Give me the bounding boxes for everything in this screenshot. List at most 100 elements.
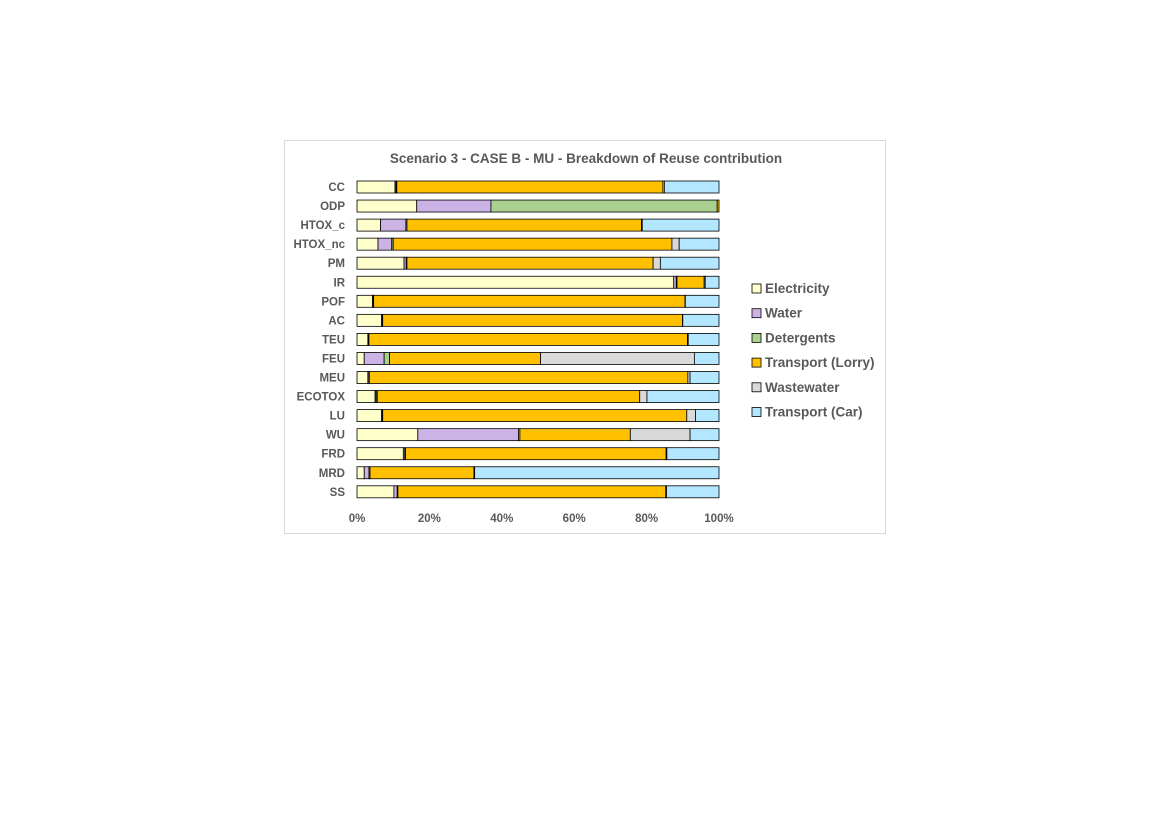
bar-segment-odp-3 [716,199,720,213]
category-label: PM [328,258,345,270]
bar-segment-mrd-1 [363,466,370,480]
category-label: MEU [319,373,345,385]
bar-segment-lu-5 [695,409,720,423]
bar-segment-teu-5 [687,332,720,346]
bar-segment-htox-nc-1 [377,237,393,251]
x-axis-ticks: 0% 20% 40% 60% 80% 100% [349,513,734,525]
bar-segment-ir-0 [356,275,675,289]
bar-segment-htox-c-3 [406,218,642,232]
bar-segment-htox-c-1 [380,218,407,232]
bar-segment-feu-5 [693,352,720,365]
bar-segment-htox-c-0 [356,218,381,232]
bar-segment-wu-5 [689,428,720,442]
x-tick-label: 20% [418,513,441,525]
bar-segment-feu-0 [356,352,365,365]
legend-swatch [751,382,762,393]
bar-segment-ecotox-5 [646,390,720,403]
category-label: MRD [319,468,345,480]
x-tick-label: 40% [490,513,513,525]
category-label: POF [321,296,345,308]
bar-segment-meu-5 [689,371,720,384]
category-label: LU [330,411,345,423]
bar-segment-frd-5 [666,447,720,461]
category-label: ODP [320,201,345,213]
category-labels: CC ODP HTOX_c HTOX_nc PM IR POF AC TEU FEU MEU ECOT… [293,182,345,499]
bar-segment-pof-3 [373,294,686,308]
bar-segment-wu-4 [629,428,691,442]
bar-segment-teu-3 [368,332,688,346]
bar-segment-cc-5 [663,180,720,194]
bar-segment-ir-3 [676,275,705,289]
legend-label: Transport (Car) [765,405,863,420]
x-tick-label: 0% [349,513,366,525]
category-label: WU [326,430,345,442]
legend-swatch [751,283,762,294]
bar-segment-frd-3 [405,447,667,461]
category-label: SS [330,487,346,499]
bar-segment-lu-0 [356,409,383,423]
bar-segment-htox-nc-5 [678,237,720,251]
bar-segment-ss-0 [356,485,395,499]
bar-segment-ecotox-3 [376,390,641,403]
category-label: FEU [322,353,345,365]
chart-title: Scenario 3 - CASE B - MU - Breakdown of … [389,151,783,166]
category-label: CC [328,182,345,194]
bar-segment-odp-0 [356,199,418,213]
bar-segment-pm-4 [652,256,661,270]
bar-segment-pof-5 [684,294,720,308]
bar-segment-frd-0 [356,447,404,461]
bar-segment-lu-4 [686,409,696,423]
bar-segment-wu-0 [356,428,419,442]
bar-segment-feu-3 [389,352,541,365]
bar-segment-teu-0 [356,332,369,346]
category-label: FRD [321,449,345,461]
legend-label: Transport (Lorry) [765,355,875,370]
bar-segment-mrd-3 [369,466,475,480]
category-label: IR [334,277,346,289]
bar-segment-pof-0 [356,294,373,308]
bar-segment-ac-5 [682,313,720,327]
bar-segment-cc-3 [396,180,664,194]
bar-segment-feu-2 [383,352,390,365]
bar-segment-odp-1 [416,199,492,213]
legend-label: Wastewater [765,380,840,395]
bar-segment-ss-5 [666,485,720,499]
bar-segment-cc-0 [356,180,396,194]
bar-segment-odp-2 [490,199,718,213]
bar-segment-htox-nc-4 [671,237,680,251]
bar-segment-wu-3 [519,428,631,442]
legend-swatch [751,332,762,343]
legend-swatch [751,308,762,319]
bar-segment-feu-4 [540,352,695,365]
bar-segment-mrd-0 [356,466,365,480]
legend: Electricity Water Detergents Transport (Lor… [751,281,875,420]
bar-segment-ac-0 [356,313,383,327]
bar-segment-pm-5 [659,256,720,270]
x-tick-label: 100% [704,513,733,525]
bar-segment-htox-c-5 [641,218,720,232]
category-label: ECOTOX [297,392,346,404]
x-tick-label: 60% [563,513,586,525]
x-tick-label: 80% [635,513,658,525]
legend-label: Detergents [765,330,836,345]
bar-segment-ac-3 [382,313,683,327]
bar-segment-meu-3 [368,371,689,384]
bar-segment-ecotox-4 [639,390,648,403]
bar-segment-ir-5 [704,275,720,289]
bar-segment-htox-nc-3 [392,237,673,251]
category-label: HTOX_c [300,220,345,232]
bar-segment-meu-0 [356,371,369,384]
category-label: AC [328,315,345,327]
legend-label: Electricity [765,281,830,296]
chart-frame: Scenario 3 - CASE B - MU - Breakdown of … [284,140,886,534]
bar-segment-ss-3 [397,485,667,499]
category-label: TEU [322,334,345,346]
bar-segment-feu-1 [363,352,385,365]
category-label: HTOX_nc [293,239,345,251]
bar-segment-pm-3 [406,256,654,270]
bar-segment-pm-0 [356,256,405,270]
stacked-bar-chart: CC ODP HTOX_c HTOX_nc PM IR POF AC TEU FEU MEU ECOT… [293,180,875,525]
bars-layer [356,180,720,499]
bar-segment-lu-3 [382,409,688,423]
bar-segment-ss-1 [393,485,398,499]
